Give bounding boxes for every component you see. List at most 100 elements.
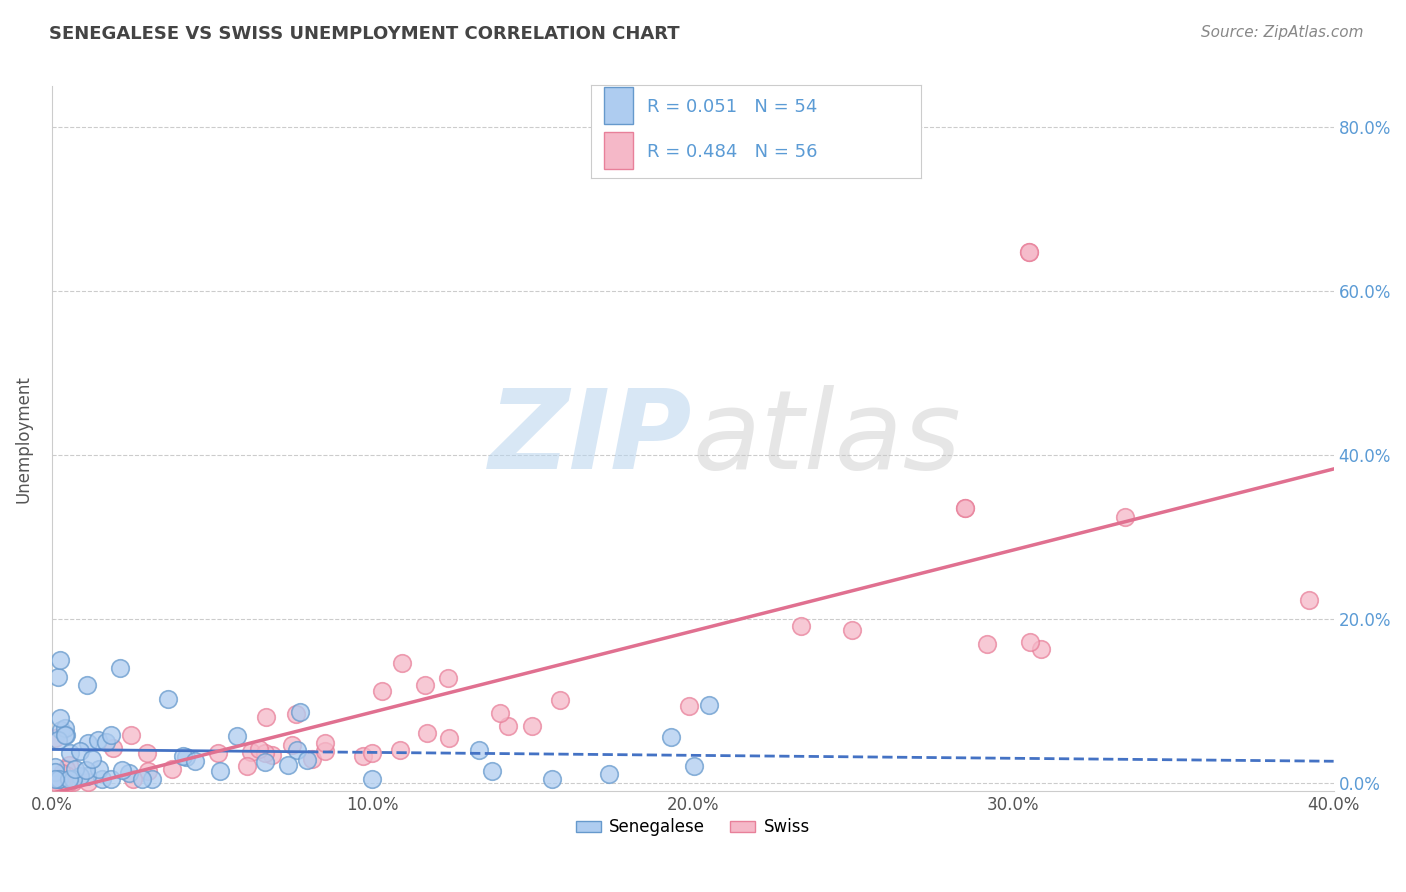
Point	[361, 746, 384, 760]
Point	[184, 754, 207, 768]
Point	[247, 742, 270, 756]
Point	[75, 763, 97, 777]
Point	[659, 730, 682, 744]
Point	[391, 657, 413, 671]
Point	[1298, 593, 1320, 607]
Point	[58, 758, 80, 772]
Point	[790, 619, 813, 633]
Point	[91, 772, 114, 786]
Point	[62, 772, 84, 786]
Point	[548, 693, 571, 707]
Point	[277, 757, 299, 772]
Point	[141, 772, 163, 786]
Legend: Senegalese, Swiss: Senegalese, Swiss	[569, 812, 817, 843]
Point	[49, 711, 72, 725]
Point	[44, 772, 66, 786]
Point	[262, 747, 284, 762]
Point	[48, 772, 70, 786]
Point	[62, 775, 84, 789]
Point	[1029, 642, 1052, 657]
Point	[58, 775, 80, 789]
Point	[285, 706, 308, 721]
Point	[467, 743, 489, 757]
Point	[176, 750, 198, 764]
Point	[481, 764, 503, 778]
Y-axis label: Unemployment: Unemployment	[15, 375, 32, 503]
Point	[46, 772, 69, 786]
Point	[360, 772, 382, 786]
Point	[44, 760, 66, 774]
Point	[69, 769, 91, 783]
Point	[131, 772, 153, 786]
Text: R = 0.051   N = 54: R = 0.051 N = 54	[647, 98, 817, 116]
Point	[46, 773, 69, 788]
Point	[51, 766, 73, 780]
Point	[49, 775, 72, 789]
Point	[87, 762, 110, 776]
Point	[295, 753, 318, 767]
Point	[953, 501, 976, 516]
Point	[160, 762, 183, 776]
Point	[207, 746, 229, 760]
Point	[136, 746, 159, 760]
Bar	[603, 87, 634, 124]
Point	[122, 772, 145, 787]
Point	[436, 671, 458, 685]
Text: Source: ZipAtlas.com: Source: ZipAtlas.com	[1201, 25, 1364, 40]
Point	[55, 767, 77, 781]
Point	[77, 775, 100, 789]
Point	[44, 731, 66, 745]
Point	[53, 721, 76, 735]
Point	[156, 692, 179, 706]
Point	[76, 769, 98, 783]
Point	[59, 746, 82, 760]
Point	[678, 699, 700, 714]
Point	[496, 719, 519, 733]
Point	[46, 669, 69, 683]
Point	[413, 677, 436, 691]
Point	[120, 727, 142, 741]
Point	[285, 743, 308, 757]
Point	[118, 765, 141, 780]
Point	[69, 744, 91, 758]
Point	[136, 764, 159, 778]
Point	[80, 752, 103, 766]
Point	[100, 772, 122, 786]
Point	[52, 775, 75, 789]
Text: atlas: atlas	[693, 385, 962, 492]
Point	[94, 735, 117, 749]
Point	[209, 764, 232, 778]
Point	[240, 745, 263, 759]
Point	[172, 749, 194, 764]
Point	[77, 736, 100, 750]
Point	[44, 775, 66, 789]
Point	[314, 744, 336, 758]
Point	[841, 624, 863, 638]
Point	[236, 759, 259, 773]
Point	[100, 728, 122, 742]
Point	[87, 733, 110, 747]
Point	[58, 772, 80, 786]
Point	[110, 661, 132, 675]
Point	[55, 728, 77, 742]
Point	[682, 758, 704, 772]
Point	[371, 684, 394, 698]
Point	[520, 719, 543, 733]
Point	[352, 748, 374, 763]
Point	[46, 733, 69, 747]
Point	[437, 731, 460, 745]
Point	[226, 729, 249, 743]
Point	[101, 741, 124, 756]
Point	[281, 738, 304, 752]
Point	[254, 755, 277, 769]
Point	[540, 772, 562, 786]
Point	[314, 736, 336, 750]
Point	[389, 743, 412, 757]
Point	[56, 775, 79, 789]
Text: ZIP: ZIP	[489, 385, 693, 492]
Point	[598, 766, 620, 780]
Point	[253, 746, 276, 760]
Point	[301, 752, 323, 766]
Point	[55, 762, 77, 776]
Point	[49, 723, 72, 737]
